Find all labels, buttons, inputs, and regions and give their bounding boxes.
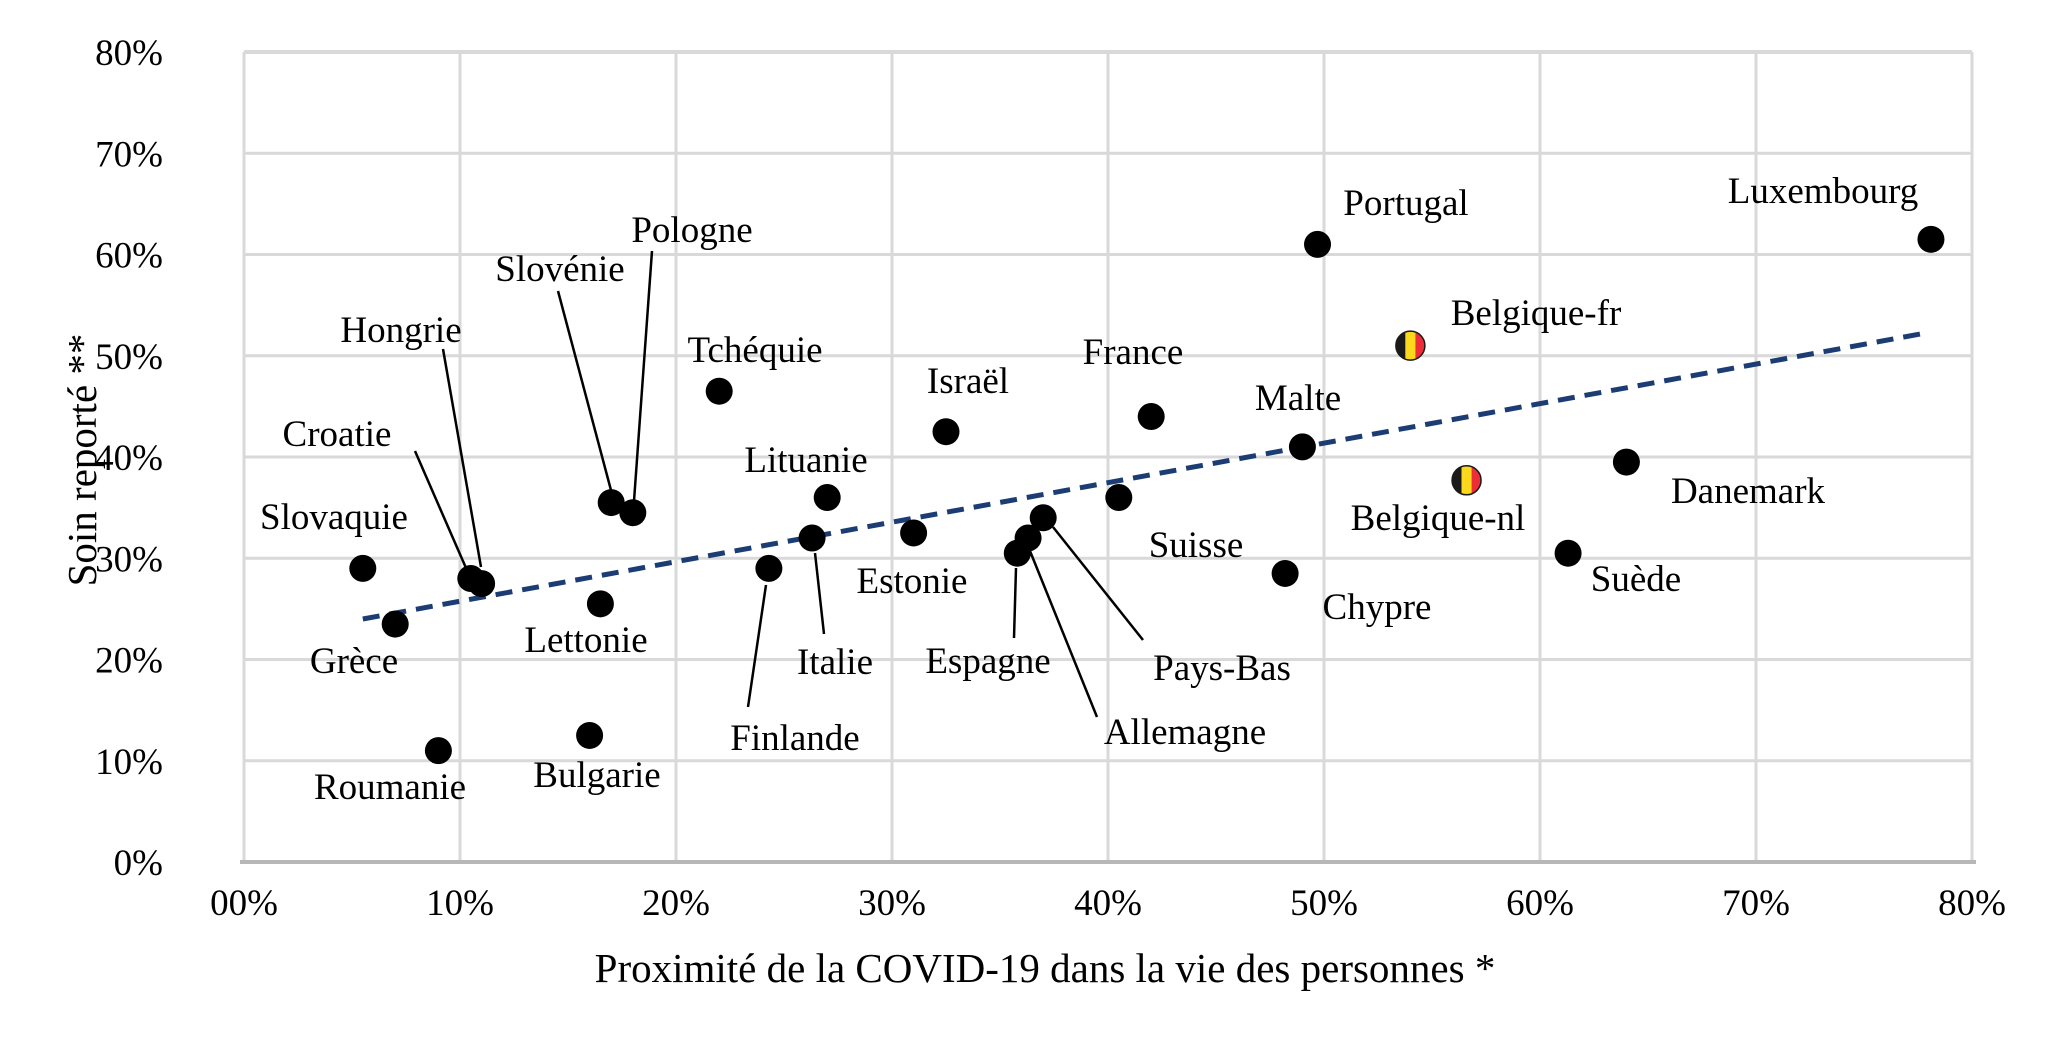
trend-line: [362, 330, 1930, 622]
label-roumanie: Roumanie: [314, 767, 466, 808]
leader-line-croatie: [413, 450, 468, 569]
leader-line-slovenie: [556, 290, 614, 495]
flag-dot-outline-belgique-fr: [1395, 330, 1426, 361]
label-pologne: Pologne: [631, 210, 752, 251]
y-tick-10: 10%: [95, 742, 163, 783]
y-tick-60: 60%: [95, 236, 163, 277]
leader-line-pologne: [632, 250, 654, 502]
label-portugal: Portugal: [1343, 183, 1468, 224]
data-point-chypre: [1271, 559, 1299, 587]
label-slovenie: Slovénie: [495, 249, 624, 290]
label-danemark: Danemark: [1671, 471, 1826, 512]
data-point-luxembourg: [1917, 225, 1945, 253]
leader-line-allemagne: [1028, 550, 1099, 718]
data-point-danemark: [1612, 448, 1640, 476]
data-point-roumanie: [424, 737, 452, 765]
leader-line-finlande: [746, 584, 768, 708]
x-axis-title: Proximité de la COVID-19 dans la vie des…: [594, 945, 1496, 991]
data-point-lituanie: [813, 484, 841, 511]
label-hongrie: Hongrie: [340, 310, 461, 351]
label-israel: Israël: [927, 361, 1009, 402]
x-tick-30: 30%: [858, 883, 926, 924]
data-point-tchequie: [705, 377, 733, 405]
label-chypre: Chypre: [1323, 587, 1432, 628]
y-tick-30: 30%: [95, 539, 163, 580]
label-croatie: Croatie: [283, 414, 392, 455]
leader-line-italie: [813, 552, 826, 635]
label-suede: Suède: [1591, 559, 1681, 600]
label-belgique-fr: Belgique-fr: [1451, 293, 1622, 334]
data-point-italie: [798, 524, 826, 552]
data-point-belgique-nl: [1451, 465, 1482, 496]
label-grece: Grèce: [310, 641, 398, 682]
data-point-lettonie: [586, 590, 614, 618]
x-tick-50: 50%: [1290, 883, 1358, 924]
data-point-estonie: [900, 519, 928, 547]
label-espagne: Espagne: [925, 641, 1050, 682]
y-tick-70: 70%: [95, 134, 163, 175]
leader-line-espagne: [1012, 567, 1018, 639]
data-point-france: [1137, 403, 1165, 430]
flag-stripe-red: [1471, 465, 1482, 496]
data-point-suede: [1554, 539, 1582, 567]
data-point-portugal: [1304, 230, 1332, 258]
flag-stripe-red: [1415, 330, 1426, 361]
label-lettonie: Lettonie: [524, 620, 647, 661]
data-point-slovaquie: [349, 554, 377, 582]
leader-line-hongrie: [441, 348, 483, 568]
y-tick-40: 40%: [95, 438, 163, 479]
data-point-suisse: [1105, 484, 1133, 511]
label-suisse: Suisse: [1149, 525, 1244, 566]
label-malte: Malte: [1255, 378, 1341, 419]
leader-line-pays-bas: [1052, 526, 1144, 641]
label-slovaquie: Slovaquie: [260, 497, 408, 538]
data-point-israel: [932, 418, 960, 446]
data-point-belgique-fr: [1395, 330, 1426, 361]
label-estonie: Estonie: [857, 561, 968, 602]
data-point-allemagne: [1014, 524, 1042, 552]
x-tick-60: 60%: [1506, 883, 1574, 924]
flag-dot-outline-belgique-nl: [1451, 465, 1482, 496]
data-point-malte: [1288, 433, 1316, 461]
x-tick-20: 20%: [642, 883, 710, 924]
label-lituanie: Lituanie: [744, 440, 867, 481]
x-tick-0: 00%: [210, 883, 278, 924]
label-france: France: [1083, 332, 1184, 373]
label-belgique-nl: Belgique-nl: [1351, 498, 1526, 539]
y-tick-80: 80%: [95, 33, 163, 74]
data-point-finlande: [755, 554, 783, 582]
x-tick-10: 10%: [426, 883, 494, 924]
label-tchequie: Tchéquie: [687, 330, 822, 371]
label-bulgarie: Bulgarie: [533, 755, 660, 796]
data-point-hongrie: [468, 570, 496, 598]
data-point-slovenie: [597, 489, 625, 517]
data-point-pologne: [619, 499, 647, 527]
flag-stripe-yellow: [1405, 330, 1416, 361]
label-italie: Italie: [797, 642, 873, 683]
flag-stripe-yellow: [1461, 465, 1472, 496]
data-point-bulgarie: [576, 721, 604, 749]
x-tick-70: 70%: [1722, 883, 1790, 924]
x-tick-80: 80%: [1938, 883, 2006, 924]
label-allemagne: Allemagne: [1104, 712, 1266, 753]
flag-stripe-black: [1451, 465, 1462, 496]
data-point-grece: [381, 610, 409, 638]
y-tick-20: 20%: [95, 641, 163, 682]
y-tick-50: 50%: [95, 337, 163, 378]
y-tick-0: 0%: [114, 843, 163, 884]
data-point-pays-bas: [1029, 504, 1057, 532]
flag-stripe-black: [1395, 330, 1406, 361]
x-tick-40: 40%: [1074, 883, 1142, 924]
label-pays-bas: Pays-Bas: [1153, 648, 1291, 689]
label-finlande: Finlande: [730, 718, 859, 759]
label-luxembourg: Luxembourg: [1728, 171, 1918, 212]
